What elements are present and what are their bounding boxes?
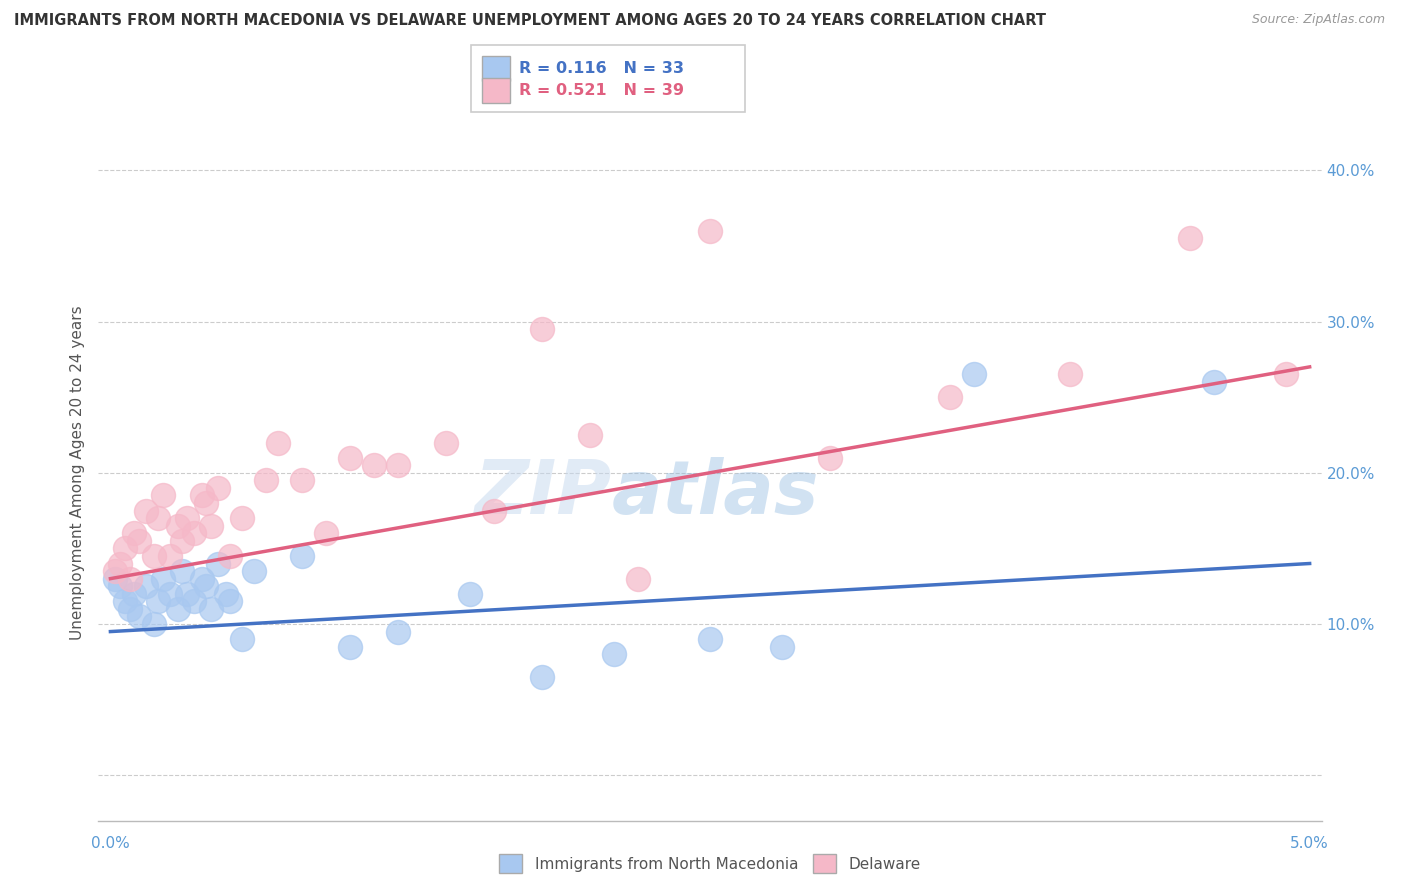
Point (214, 587, 236, 601)
Point (152, 572, 174, 586)
Point (699, 224, 721, 238)
Point (124, 587, 146, 601)
Point (195, 579, 218, 593)
Point (104, 572, 127, 586)
Point (124, 526, 146, 541)
Text: Source: ZipAtlas.com: Source: ZipAtlas.com (1251, 13, 1385, 27)
Point (579, 428, 602, 442)
Point (339, 640, 361, 654)
Point (135, 579, 157, 593)
Point (108, 579, 131, 593)
Text: 5.0%: 5.0% (1291, 836, 1329, 851)
Point (339, 450, 361, 465)
Point (183, 594, 205, 608)
Point (315, 526, 337, 541)
Point (104, 564, 127, 578)
Point (172, 564, 194, 578)
Point (770, 640, 793, 654)
Point (195, 496, 218, 510)
Point (458, 587, 481, 601)
Text: 0.0%: 0.0% (91, 836, 129, 851)
Point (172, 533, 194, 548)
Point (200, 518, 222, 533)
Point (387, 624, 409, 639)
Point (531, 322, 554, 336)
Point (291, 549, 314, 563)
Point (219, 549, 242, 563)
Point (1274, 368, 1296, 382)
Point (176, 511, 198, 525)
Point (159, 549, 181, 563)
Point (176, 587, 198, 601)
Point (939, 390, 962, 404)
Point (190, 572, 212, 586)
Y-axis label: Unemployment Among Ages 20 to 24 years: Unemployment Among Ages 20 to 24 years (69, 305, 84, 640)
Text: IMMIGRANTS FROM NORTH MACEDONIA VS DELAWARE UNEMPLOYMENT AMONG AGES 20 TO 24 YEA: IMMIGRANTS FROM NORTH MACEDONIA VS DELAW… (14, 13, 1046, 29)
Point (128, 533, 150, 548)
Point (243, 564, 266, 578)
Point (118, 572, 141, 586)
Point (200, 602, 222, 616)
Point (128, 609, 150, 624)
Point (114, 594, 136, 608)
Point (166, 602, 188, 616)
Point (183, 526, 205, 541)
Point (231, 632, 253, 647)
Point (148, 511, 170, 525)
Point (434, 435, 457, 450)
Point (190, 488, 212, 502)
Text: atlas: atlas (612, 457, 820, 530)
Point (159, 587, 181, 601)
Point (531, 670, 554, 684)
Point (818, 450, 841, 465)
Text: R = 0.116   N = 33: R = 0.116 N = 33 (519, 62, 683, 76)
Legend: Immigrants from North Macedonia, Delaware: Immigrants from North Macedonia, Delawar… (494, 848, 927, 880)
Point (207, 481, 229, 495)
Point (1178, 231, 1201, 245)
Point (1202, 375, 1225, 389)
Point (219, 594, 242, 608)
Point (699, 632, 721, 647)
Point (387, 458, 409, 473)
Point (627, 572, 650, 586)
Point (267, 435, 290, 450)
Point (254, 473, 277, 487)
Point (148, 594, 170, 608)
Point (603, 647, 626, 661)
Point (207, 557, 229, 571)
Point (108, 557, 131, 571)
Point (363, 458, 385, 473)
Text: ZIP: ZIP (475, 457, 612, 530)
Point (166, 518, 188, 533)
Point (291, 473, 314, 487)
Point (963, 368, 986, 382)
Point (114, 541, 136, 556)
Point (142, 617, 165, 632)
Point (142, 549, 165, 563)
Point (231, 511, 253, 525)
Text: R = 0.521   N = 39: R = 0.521 N = 39 (519, 83, 683, 97)
Point (135, 503, 157, 517)
Point (1059, 368, 1081, 382)
Point (118, 602, 141, 616)
Point (152, 488, 174, 502)
Point (482, 503, 505, 517)
